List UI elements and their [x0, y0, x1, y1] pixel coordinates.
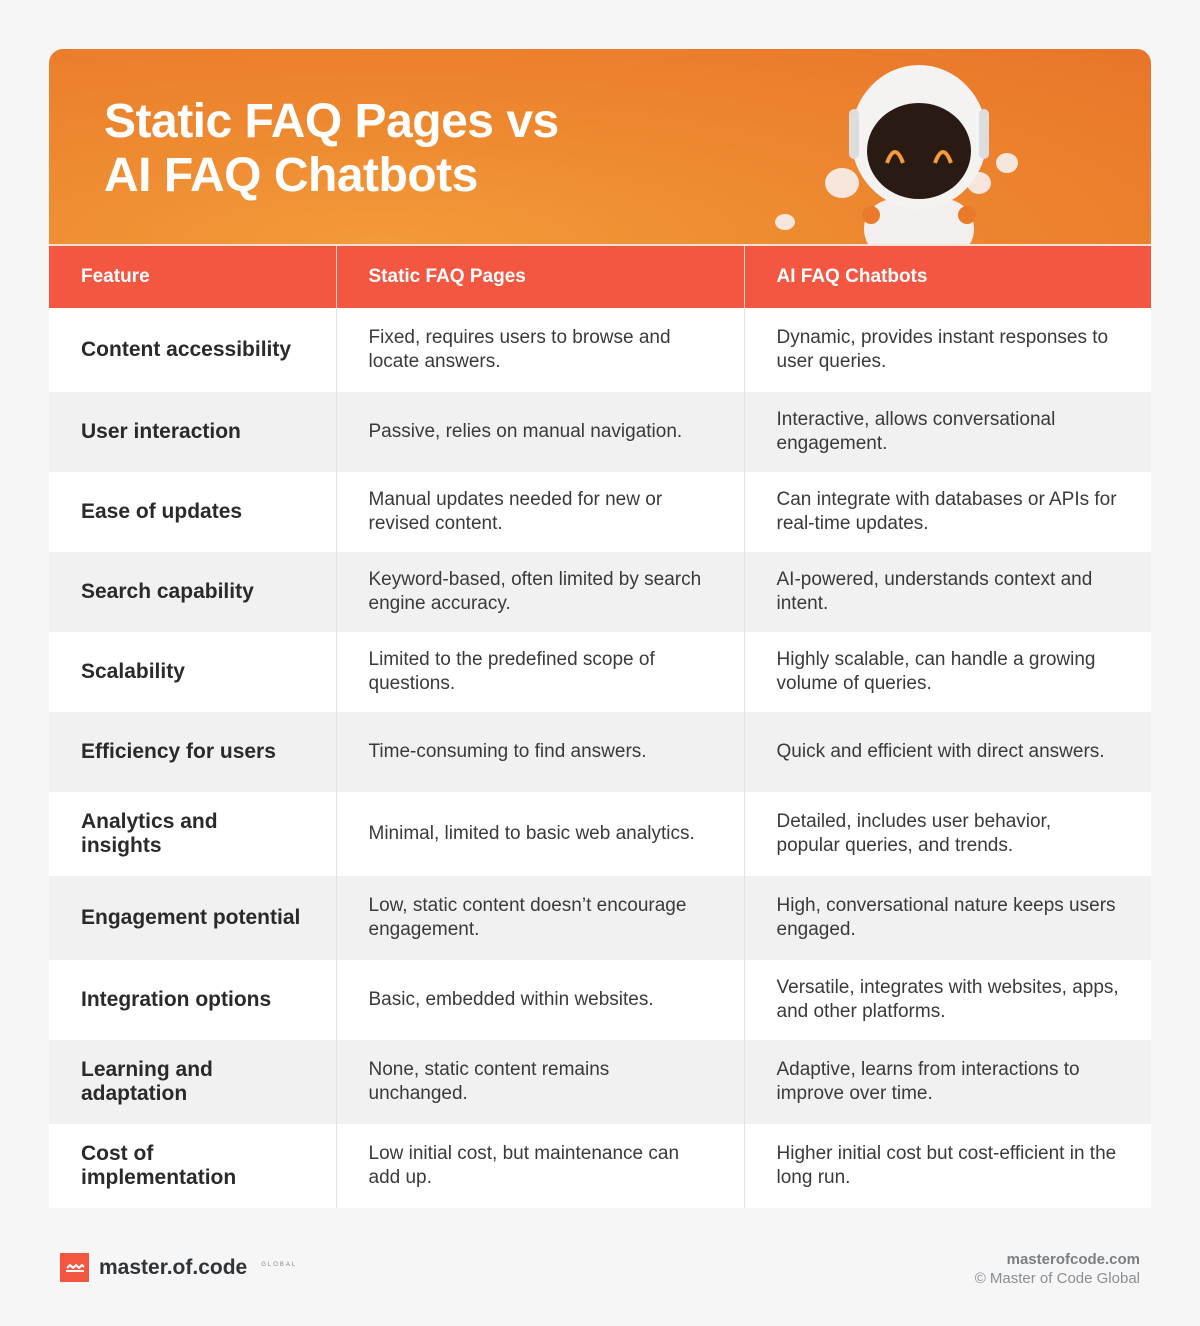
static-cell: None, static content remains unchanged.	[336, 1040, 745, 1124]
ai-cell: AI-powered, understands context and inte…	[744, 552, 1151, 632]
static-cell: Keyword-based, often limited by search e…	[336, 552, 745, 632]
feature-cell: Learning and adaptation	[49, 1040, 337, 1124]
ai-cell: Versatile, integrates with websites, app…	[744, 960, 1151, 1040]
header-static: Static FAQ Pages	[336, 244, 745, 308]
static-cell: Limited to the predefined scope of quest…	[336, 632, 745, 712]
static-cell: Passive, relies on manual navigation.	[336, 392, 745, 472]
logo-icon	[60, 1253, 89, 1282]
ai-cell: Dynamic, provides instant responses to u…	[744, 308, 1151, 392]
feature-cell: Analytics and insights	[49, 792, 337, 876]
feature-cell: Engagement potential	[49, 876, 337, 960]
ai-cell: Detailed, includes user behavior, popula…	[744, 792, 1151, 876]
feature-cell: Ease of updates	[49, 472, 337, 552]
ai-cell: Higher initial cost but cost-efficient i…	[744, 1124, 1151, 1208]
static-cell: Minimal, limited to basic web analytics.	[336, 792, 745, 876]
hero-banner: Static FAQ Pages vs AI FAQ Chatbots	[49, 49, 1151, 244]
ai-cell: Can integrate with databases or APIs for…	[744, 472, 1151, 552]
comparison-card: Static FAQ Pages vs AI FAQ Chatbots Featu…	[49, 49, 1151, 1208]
logo-sub: GLOBAL	[261, 1261, 298, 1268]
feature-cell: Search capability	[49, 552, 337, 632]
table-row: Scalability Limited to the predefined sco…	[49, 632, 1151, 712]
static-cell: Basic, embedded within websites.	[336, 960, 745, 1040]
comparison-table: Feature Static FAQ Pages AI FAQ Chatbots…	[49, 244, 1151, 1208]
copyright: © Master of Code Global	[974, 1270, 1140, 1287]
logo-text: master.of.code	[99, 1255, 248, 1279]
table-header-row: Feature Static FAQ Pages AI FAQ Chatbots	[49, 244, 1151, 308]
page-title: Static FAQ Pages vs AI FAQ Chatbots	[104, 95, 559, 203]
brand-logo: master.of.code GLOBAL	[60, 1253, 297, 1282]
ai-cell: High, conversational nature keeps users …	[744, 876, 1151, 960]
site-link[interactable]: masterofcode.com	[1006, 1251, 1140, 1268]
table-row: Engagement potential Low, static content …	[49, 876, 1151, 960]
table-row: Content accessibility Fixed, requires use…	[49, 308, 1151, 392]
table-row: Cost of implementation Low initial cost, …	[49, 1124, 1151, 1208]
feature-cell: Cost of implementation	[49, 1124, 337, 1208]
static-cell: Low, static content doesn’t encourage en…	[336, 876, 745, 960]
footer-credits: masterofcode.com © Master of Code Global	[975, 1250, 1140, 1288]
header-ai: AI FAQ Chatbots	[744, 244, 1151, 308]
static-cell: Time-consuming to find answers.	[336, 712, 745, 792]
feature-cell: Efficiency for users	[49, 712, 337, 792]
feature-cell: Scalability	[49, 632, 337, 712]
static-cell: Fixed, requires users to browse and loca…	[336, 308, 745, 392]
table-row: Ease of updates Manual updates needed for…	[49, 472, 1151, 552]
table-row: Analytics and insights Minimal, limited t…	[49, 792, 1151, 876]
ai-cell: Adaptive, learns from interactions to im…	[744, 1040, 1151, 1124]
feature-cell: User interaction	[49, 392, 337, 472]
ai-cell: Interactive, allows conversational engag…	[744, 392, 1151, 472]
table-row: User interaction Passive, relies on manua…	[49, 392, 1151, 472]
header-feature: Feature	[49, 244, 337, 308]
table-row: Integration options Basic, embedded withi…	[49, 960, 1151, 1040]
feature-cell: Integration options	[49, 960, 337, 1040]
title-line-1: Static FAQ Pages vs	[104, 95, 559, 148]
static-cell: Manual updates needed for new or revised…	[336, 472, 745, 552]
ai-cell: Highly scalable, can handle a growing vo…	[744, 632, 1151, 712]
table-row: Search capability Keyword-based, often li…	[49, 552, 1151, 632]
title-line-2: AI FAQ Chatbots	[104, 149, 478, 202]
ai-cell: Quick and efficient with direct answers.	[744, 712, 1151, 792]
table-row: Efficiency for users Time-consuming to fi…	[49, 712, 1151, 792]
feature-cell: Content accessibility	[49, 308, 337, 392]
robot-illustration	[775, 65, 1018, 244]
table-row: Learning and adaptation None, static cont…	[49, 1040, 1151, 1124]
static-cell: Low initial cost, but maintenance can ad…	[336, 1124, 745, 1208]
